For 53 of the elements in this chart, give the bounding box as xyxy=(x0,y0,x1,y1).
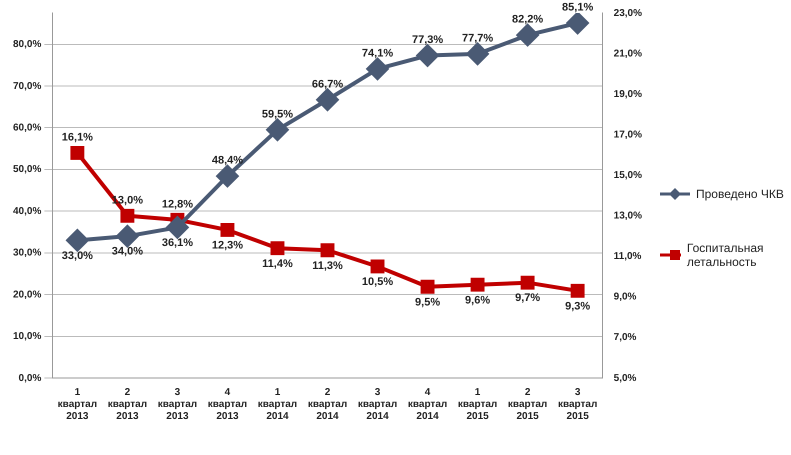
y2-tick-label: 13,0% xyxy=(614,210,642,222)
data-label: 36,1% xyxy=(162,236,194,249)
y2-tick-label: 15,0% xyxy=(614,170,642,181)
x-tick-label: 2 квартал 2013 xyxy=(108,386,148,422)
data-label: 33,0% xyxy=(62,250,94,262)
legend-label: Проведено ЧКВ xyxy=(696,186,784,200)
y2-tick-label: 11,0% xyxy=(614,251,642,262)
y-tick-label: 0,0% xyxy=(18,372,42,384)
data-label: 11,4% xyxy=(262,258,293,270)
y2-tick-label: 17,0% xyxy=(614,129,642,140)
data-label: 10,5% xyxy=(362,276,394,288)
x-tick-label: 2 квартал 2015 xyxy=(508,386,548,422)
x-tick-label: 3 квартал 2015 xyxy=(558,386,598,422)
x-tick-label: 1 квартал 2015 xyxy=(458,386,498,422)
data-label: 12,8% xyxy=(162,198,194,210)
data-label: 74,1% xyxy=(362,47,394,60)
data-label: 16,1% xyxy=(62,131,94,144)
data-label: 12,3% xyxy=(212,240,244,252)
y-tick-label: 20,0% xyxy=(12,289,42,300)
y2-tick-label: 21,0% xyxy=(614,48,642,60)
y2-tick-label: 5,0% xyxy=(614,372,637,384)
data-label: 59,5% xyxy=(262,108,294,120)
data-label: 77,3% xyxy=(412,34,444,46)
x-tick-label: 1 квартал 2014 xyxy=(258,386,298,422)
y2-tick-label: 7,0% xyxy=(614,332,637,344)
data-label: 66,7% xyxy=(312,78,344,90)
y2-tick-label: 23,0% xyxy=(614,8,642,19)
x-tick-label: 3 квартал 2013 xyxy=(158,386,198,422)
y-tick-label: 10,0% xyxy=(12,331,42,342)
x-tick-label: 2 квартал 2014 xyxy=(308,386,348,422)
y-tick-label: 70,0% xyxy=(12,80,42,92)
data-label: 11,3% xyxy=(312,260,344,272)
data-label: 9,3% xyxy=(565,300,590,312)
data-label: 82,2% xyxy=(512,14,544,26)
y-tick-label: 30,0% xyxy=(12,248,42,259)
data-label: 9,5% xyxy=(415,296,440,308)
x-tick-label: 4 квартал 2014 xyxy=(408,386,448,422)
y-tick-label: 60,0% xyxy=(12,122,42,134)
legend-label: Госпитальная летальность xyxy=(686,240,765,268)
x-tick-label: 1 квартал 2013 xyxy=(58,386,98,422)
data-label: 48,4% xyxy=(212,154,244,167)
data-label: 9,6% xyxy=(465,294,490,306)
y-tick-label: 80,0% xyxy=(12,39,42,50)
x-tick-label: 4 квартал 2013 xyxy=(208,386,248,422)
data-label: 9,7% xyxy=(515,292,540,304)
y-tick-label: 40,0% xyxy=(12,206,42,217)
data-label: 85,1% xyxy=(562,2,594,14)
y2-tick-label: 19,0% xyxy=(614,88,642,100)
data-label: 77,7% xyxy=(462,32,494,44)
y2-tick-label: 9,0% xyxy=(614,292,637,303)
data-label: 34,0% xyxy=(112,246,144,258)
y-tick-label: 50,0% xyxy=(12,164,42,176)
x-tick-label: 3 квартал 2014 xyxy=(358,386,398,422)
